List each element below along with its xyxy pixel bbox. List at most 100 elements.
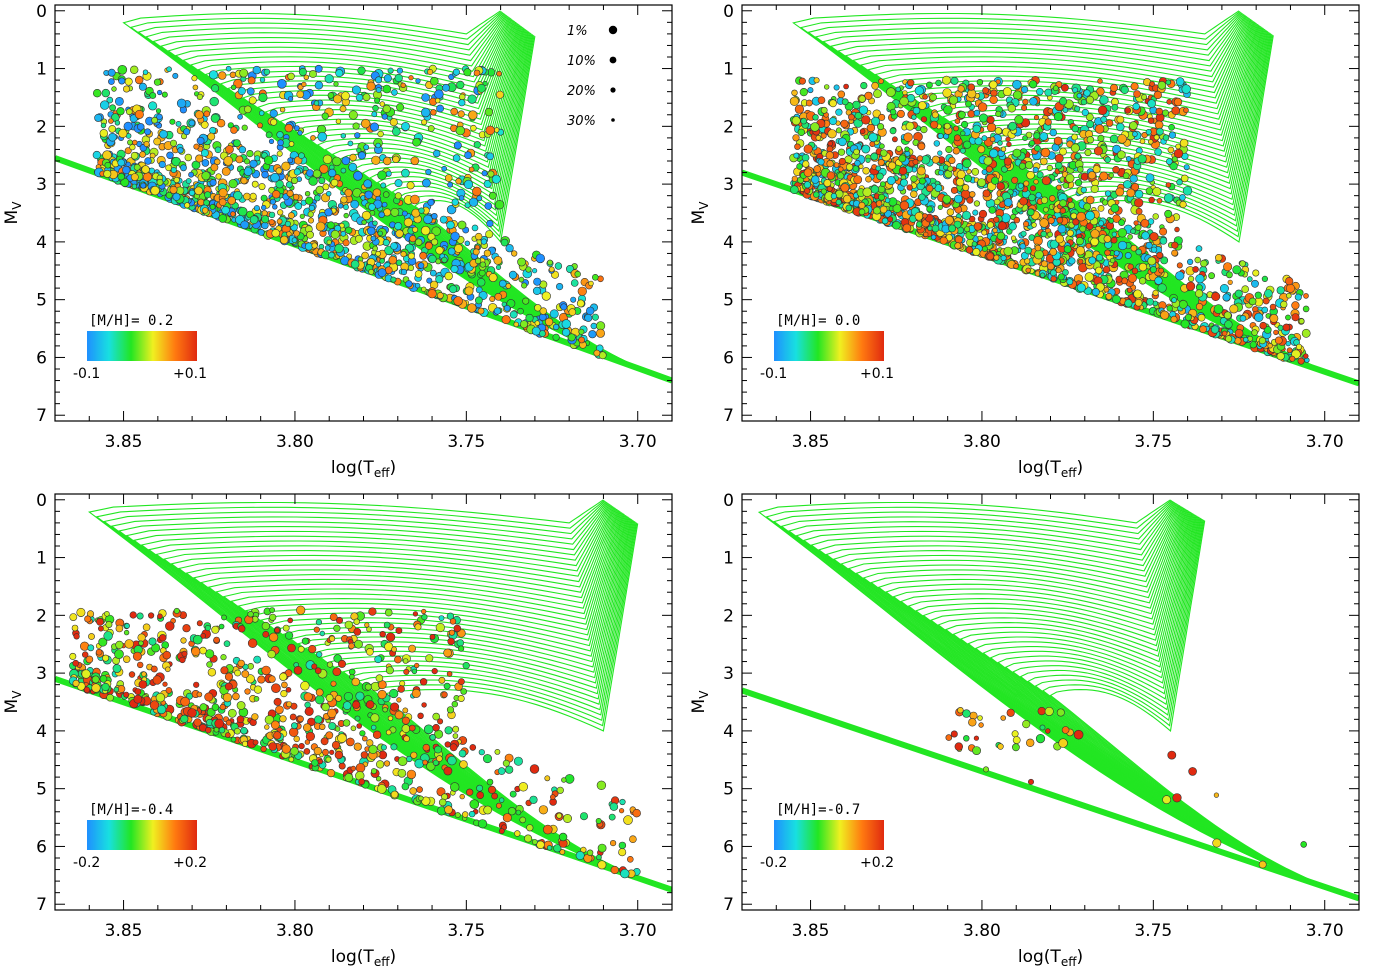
star-point [1059, 97, 1068, 106]
star-point [1137, 154, 1147, 164]
star-point [314, 715, 323, 724]
star-point [94, 113, 103, 122]
star-point [1164, 209, 1173, 218]
star-point [220, 654, 227, 661]
star-point [106, 693, 114, 702]
star-point [873, 89, 882, 99]
star-point [229, 71, 237, 79]
star-point [978, 113, 988, 123]
star-point [988, 206, 997, 214]
star-point [276, 131, 284, 139]
star-point [858, 208, 866, 216]
star-point [1152, 213, 1159, 220]
star-point [481, 170, 488, 177]
star-point [296, 90, 305, 99]
star-point [458, 195, 465, 201]
star-point [502, 813, 512, 823]
star-point [912, 159, 919, 166]
star-point [1054, 153, 1064, 163]
stars [92, 64, 607, 360]
star-point [1133, 289, 1143, 299]
star-point [469, 799, 480, 810]
star-point [826, 171, 836, 180]
star-point [149, 700, 160, 710]
star-point [859, 128, 866, 135]
star-point [454, 243, 463, 253]
star-point [137, 661, 144, 669]
star-point [1297, 357, 1305, 365]
star-point [138, 640, 144, 646]
star-point [1141, 94, 1148, 101]
star-point [1118, 219, 1125, 226]
star-point [1222, 293, 1231, 302]
star-point [930, 234, 937, 240]
star-point [1103, 286, 1110, 293]
star-point [948, 156, 956, 164]
star-point [426, 761, 436, 771]
star-point [241, 670, 250, 678]
star-point [380, 182, 387, 189]
star-point [297, 645, 305, 653]
star-point [1179, 194, 1186, 201]
star-point [348, 642, 355, 650]
star-point [1156, 251, 1164, 259]
star-point [441, 256, 448, 264]
star-point [100, 122, 107, 129]
star-point [1185, 281, 1196, 291]
star-point [994, 127, 1003, 135]
star-point [1186, 258, 1194, 266]
star-point [400, 251, 407, 258]
star-point [464, 151, 472, 159]
star-point [1285, 277, 1294, 286]
star-point [475, 286, 483, 294]
star-point [466, 788, 474, 796]
star-point [200, 120, 209, 129]
star-point [98, 637, 108, 647]
star-point [495, 90, 504, 99]
star-point [584, 313, 593, 322]
star-point [990, 176, 999, 185]
star-point [1086, 195, 1095, 205]
star-point [861, 144, 871, 154]
star-point [525, 266, 532, 273]
star-point [898, 154, 907, 163]
star-point [195, 154, 204, 163]
star-point [1019, 197, 1028, 206]
star-point [249, 159, 258, 168]
star-point [449, 285, 458, 294]
star-point [791, 89, 798, 97]
star-point [161, 91, 168, 98]
star-point [286, 231, 292, 237]
star-point [1120, 85, 1129, 94]
star-point [478, 749, 485, 756]
star-point [361, 118, 371, 129]
star-point [298, 152, 305, 159]
star-point [1159, 237, 1168, 245]
x-tick-label: 3.70 [1306, 432, 1344, 452]
star-point [376, 760, 385, 769]
star-point [221, 166, 231, 176]
star-point [555, 283, 564, 291]
star-point [1286, 283, 1296, 293]
star-point [926, 205, 933, 213]
star-point [835, 127, 842, 134]
y-axis-label: MV [689, 201, 711, 225]
star-point [941, 75, 951, 85]
star-point [313, 626, 320, 633]
star-point [401, 168, 410, 178]
star-point [1097, 105, 1108, 116]
star-point [315, 619, 323, 626]
star-point [214, 158, 221, 166]
star-point [1138, 277, 1147, 285]
star-point [886, 87, 896, 97]
star-point [143, 141, 150, 148]
star-point [560, 303, 568, 311]
star-point [1134, 198, 1144, 208]
star-point [118, 128, 128, 138]
star-point [172, 192, 181, 201]
star-point [983, 156, 993, 166]
star-point [124, 639, 134, 649]
star-point [1091, 287, 1100, 296]
star-point [920, 126, 928, 134]
star-point [350, 725, 357, 732]
